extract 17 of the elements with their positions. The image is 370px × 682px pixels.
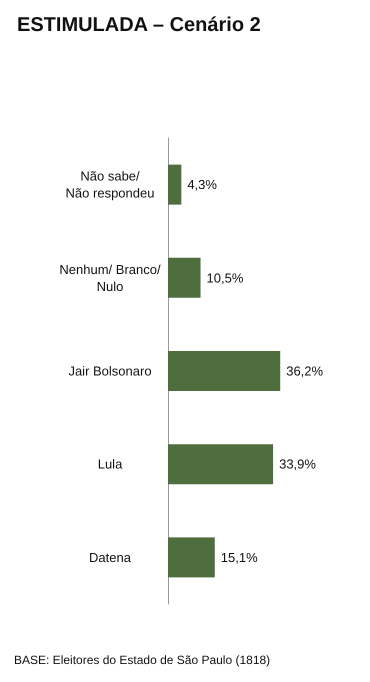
chart-title: ESTIMULADA – Cenário 2 xyxy=(17,14,261,36)
data-label: 36,2% xyxy=(286,364,324,378)
bar xyxy=(168,258,201,298)
data-label: 33,9% xyxy=(279,456,316,472)
bar xyxy=(168,351,280,391)
data-label: 10,5% xyxy=(206,270,244,286)
data-label: 4,3% xyxy=(187,177,218,192)
y-tick-label: Nenhum/ Branco/ Nulo xyxy=(59,262,161,294)
text: BASE: Eleitores do Estado de São Paulo (1818) xyxy=(14,653,270,667)
y-tick-label: Datena xyxy=(89,550,132,565)
data-label: 15,1% xyxy=(220,550,258,565)
bar xyxy=(168,537,215,578)
bar xyxy=(168,444,274,484)
y-tick-label: Jair Bolsonaro xyxy=(68,364,152,378)
bar xyxy=(168,164,182,205)
y-tick-label: Lula xyxy=(98,456,124,472)
y-tick-label: Não sabe/ Não respondeu xyxy=(66,168,154,201)
